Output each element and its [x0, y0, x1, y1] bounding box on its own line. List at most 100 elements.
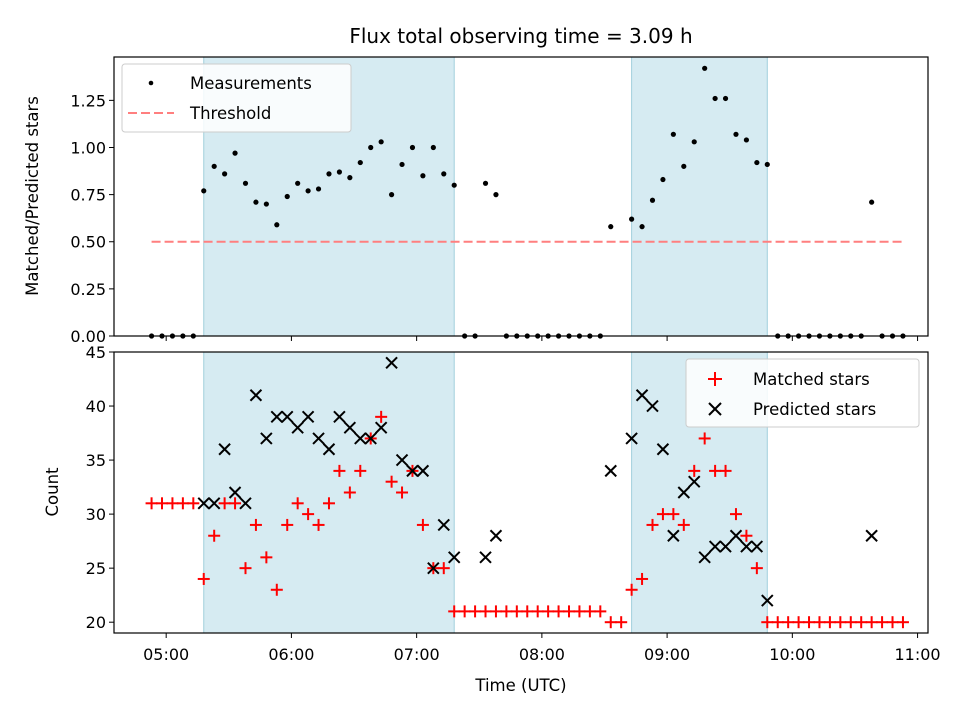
- matched-star-point: [865, 616, 878, 629]
- matched-star-point: [489, 605, 502, 618]
- predicted-star-point: [656, 443, 670, 456]
- matched-star-point: [197, 572, 210, 585]
- predicted-stars-points: [197, 356, 878, 607]
- measurement-point: [869, 199, 875, 205]
- measurement-point: [493, 192, 499, 198]
- matched-star-point: [396, 486, 409, 499]
- matched-star-point: [239, 562, 252, 575]
- matched-star-point: [281, 518, 294, 531]
- matched-star-point: [521, 605, 534, 618]
- matched-star-point: [844, 616, 857, 629]
- chart-title: Flux total observing time = 3.09 h: [349, 24, 692, 48]
- matched-star-point: [458, 605, 471, 618]
- predicted-star-point: [479, 551, 492, 564]
- top-legend-box: [121, 63, 352, 133]
- predicted-star-point: [312, 432, 325, 445]
- matched-star-point: [646, 518, 659, 531]
- measurement-point: [712, 95, 718, 102]
- y-tick-label: 1.25: [70, 91, 106, 110]
- measurement-point: [274, 222, 280, 228]
- matched-star-point: [594, 605, 607, 618]
- measurement-point: [754, 159, 760, 166]
- predicted-star-point: [385, 356, 398, 370]
- predicted-star-point: [406, 464, 419, 478]
- predicted-star-point: [750, 540, 764, 553]
- predicted-star-point: [291, 421, 304, 434]
- predicted-star-point: [719, 540, 732, 553]
- measurement-point: [702, 65, 708, 71]
- measurement-point: [201, 188, 207, 194]
- predicted-star-point: [604, 464, 617, 478]
- measurement-point: [670, 131, 676, 137]
- measurement-point: [430, 144, 436, 151]
- predicted-star-point: [677, 486, 691, 499]
- matched-star-point: [876, 616, 889, 629]
- matched-star-point: [343, 486, 356, 499]
- measurement-point: [388, 192, 395, 198]
- predicted-star-point: [667, 529, 680, 542]
- predicted-star-point: [281, 410, 294, 424]
- predicted-stars-legend-label: Predicted stars: [753, 400, 876, 419]
- measurement-point: [326, 171, 332, 177]
- matched-star-point: [187, 497, 200, 510]
- matched-stars-points: [145, 410, 909, 629]
- x-tick-label: 10:00: [769, 645, 815, 664]
- matched-stars-legend-marker: [708, 372, 722, 386]
- matched-star-point: [500, 605, 513, 618]
- predicted-star-point: [708, 540, 722, 553]
- matched-star-point: [375, 410, 388, 423]
- matched-star-point: [886, 616, 899, 629]
- predicted-star-point: [322, 443, 336, 456]
- predicted-star-point: [729, 529, 743, 542]
- top-y-axis-label: Matched/Predicted stars: [23, 96, 42, 296]
- predicted-star-point: [865, 529, 878, 542]
- measurement-point: [743, 137, 750, 143]
- matched-star-point: [229, 497, 242, 510]
- matched-star-point: [416, 518, 429, 531]
- matched-star-point: [709, 464, 722, 477]
- measurement-point: [211, 163, 217, 169]
- top-plot-frame: [113, 56, 929, 337]
- matched-star-point: [542, 605, 555, 618]
- matched-star-point: [761, 616, 774, 629]
- measurement-point: [242, 180, 249, 186]
- matched-star-point: [656, 508, 669, 521]
- matched-star-point: [291, 497, 304, 510]
- predicted-star-point: [218, 443, 231, 456]
- top-legend: Measurements Threshold: [121, 63, 352, 133]
- x-tick-label: 08:00: [519, 645, 565, 664]
- measurements-legend-label: Measurements: [190, 74, 312, 93]
- threshold-legend-label: Threshold: [189, 104, 271, 123]
- predicted-star-point: [646, 399, 659, 413]
- predicted-star-point: [427, 561, 440, 575]
- matched-star-point: [176, 497, 189, 510]
- matched-star-point: [145, 497, 158, 510]
- predicted-star-point: [698, 551, 711, 564]
- measurement-point: [368, 144, 374, 151]
- measurement-point: [722, 95, 729, 102]
- measurements-legend-marker: [148, 80, 154, 86]
- matched-stars-legend-label: Matched stars: [753, 370, 870, 389]
- bottom-y-ticks: 20 25 30 35 40 45: [86, 343, 114, 632]
- matched-star-point: [615, 616, 628, 629]
- matched-star-point: [803, 616, 816, 629]
- y-tick-label: 35: [86, 451, 106, 470]
- measurement-point: [305, 188, 311, 194]
- matched-star-point: [855, 616, 868, 629]
- measurement-point: [347, 175, 353, 181]
- predicted-star-point: [740, 540, 753, 553]
- x-tick-label: 07:00: [394, 645, 440, 664]
- predicted-star-point: [197, 497, 210, 510]
- matched-star-point: [249, 518, 262, 531]
- measurement-point: [733, 131, 739, 137]
- observing-window-band: [203, 351, 455, 634]
- matched-star-point: [302, 508, 315, 521]
- matched-star-point: [166, 497, 179, 510]
- predicted-star-point: [301, 410, 315, 424]
- measurement-point: [639, 224, 645, 230]
- bottom-legend: Matched stars Predicted stars: [685, 358, 920, 428]
- matched-star-point: [782, 616, 795, 629]
- predicted-star-point: [688, 475, 701, 488]
- observing-window-band: [631, 56, 768, 337]
